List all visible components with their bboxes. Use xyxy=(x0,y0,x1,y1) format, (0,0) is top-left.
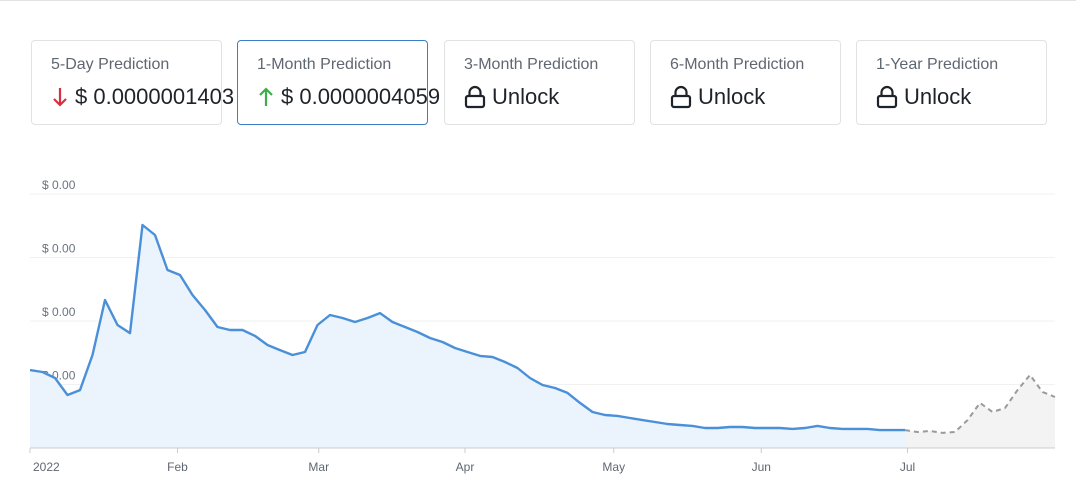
card-value: $ 0.0000004059 xyxy=(281,84,441,109)
card-value-row: $ 0.0000001403 xyxy=(51,84,234,110)
up-icon xyxy=(259,87,273,106)
x-tick-label: Feb xyxy=(167,460,188,474)
locked-icon xyxy=(876,85,898,109)
series-area xyxy=(30,225,905,448)
series-area xyxy=(905,375,1055,448)
locked-icon xyxy=(464,85,486,109)
card-value: Unlock xyxy=(698,84,766,109)
card-title: 5-Day Prediction xyxy=(51,56,170,73)
card-value-row[interactable]: Unlock xyxy=(670,84,765,110)
prediction-card[interactable]: 1-Month Prediction $ 0.0000004059 xyxy=(237,40,440,125)
card-title: 3-Month Prediction xyxy=(464,56,599,73)
card-value: Unlock xyxy=(492,84,560,109)
card-value: $ 0.0000001403 xyxy=(75,84,235,109)
prediction-card[interactable]: 1-Year Prediction Unlock xyxy=(856,40,1047,125)
card-title: 6-Month Prediction xyxy=(670,56,805,73)
y-tick-label: $ 0.00 xyxy=(42,305,76,319)
top-divider xyxy=(0,0,1076,1)
x-tick-label: Jun xyxy=(752,460,771,474)
y-tick-label: $ 0.00 xyxy=(42,178,76,192)
card-value: Unlock xyxy=(904,84,972,109)
x-tick-label: Mar xyxy=(308,460,329,474)
prediction-card[interactable]: 3-Month Prediction Unlock xyxy=(444,40,635,125)
x-tick-label: Apr xyxy=(456,460,475,474)
x-tick-label: 2022 xyxy=(33,460,60,474)
x-tick-label: May xyxy=(602,460,625,474)
locked-icon xyxy=(670,85,692,109)
card-value-row[interactable]: Unlock xyxy=(464,84,559,110)
card-title: 1-Month Prediction xyxy=(257,56,392,73)
card-value-row[interactable]: Unlock xyxy=(876,84,971,110)
series-line xyxy=(29,223,905,432)
x-tick-label: Jul xyxy=(900,460,915,474)
prediction-card[interactable]: 5-Day Prediction $ 0.0000001403 xyxy=(31,40,234,125)
card-value-row: $ 0.0000004059 xyxy=(257,84,440,110)
card-title: 1-Year Prediction xyxy=(876,56,999,73)
y-tick-label: $ 0.00 xyxy=(42,242,76,256)
down-icon xyxy=(53,88,67,107)
prediction-card[interactable]: 6-Month Prediction Unlock xyxy=(650,40,841,125)
